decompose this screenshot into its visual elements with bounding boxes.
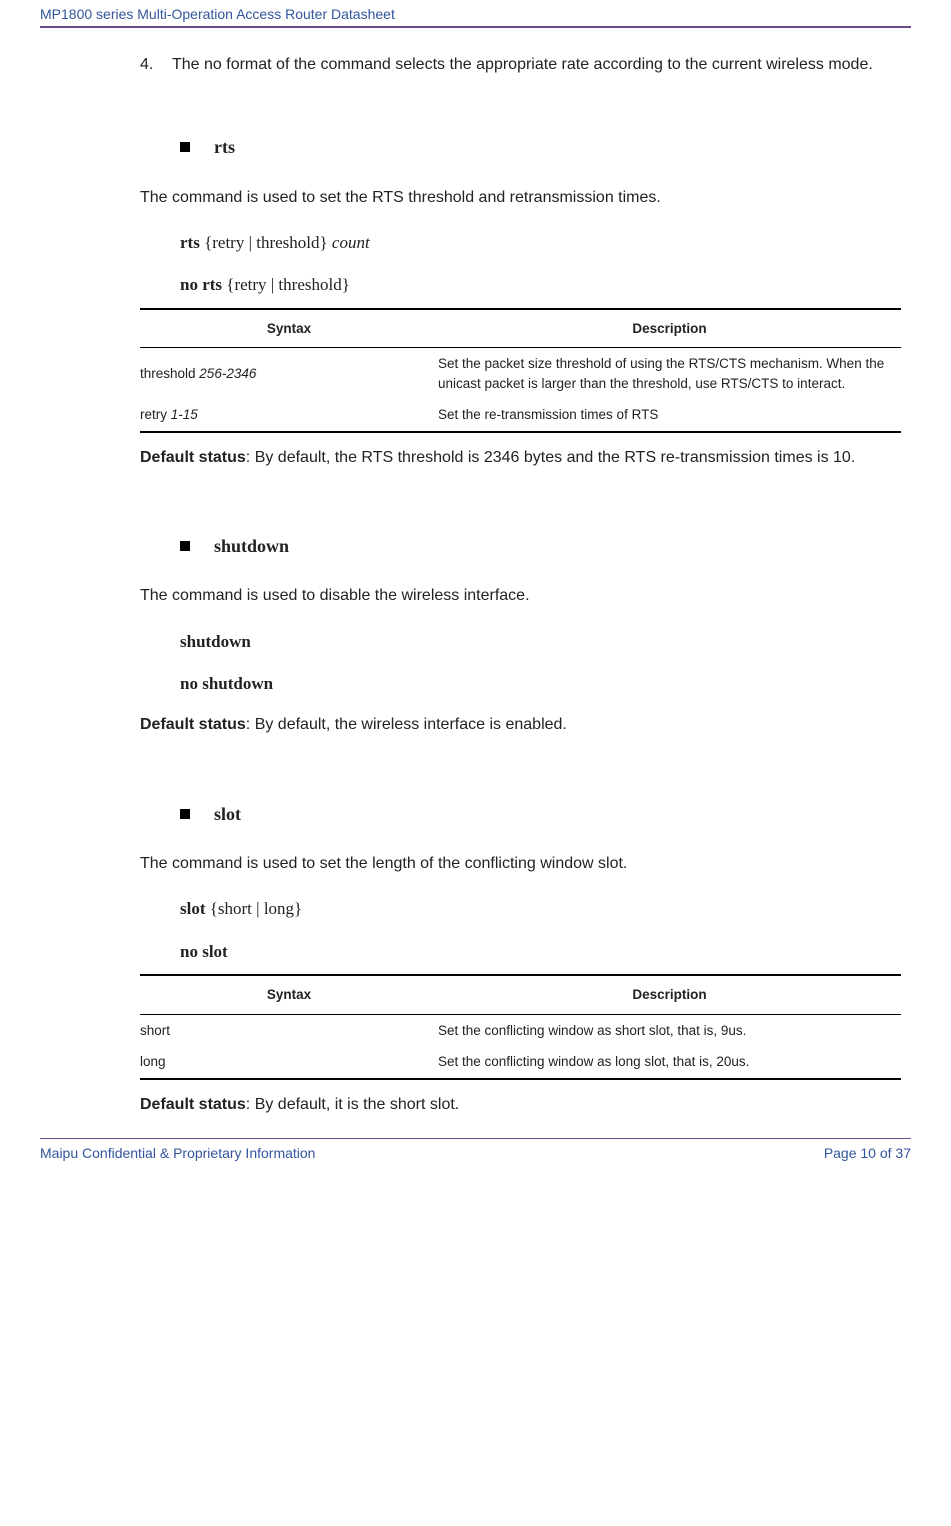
default-text: : By default, the RTS threshold is 2346 … <box>246 449 855 466</box>
default-label: Default status <box>140 449 246 466</box>
cmd-rest: {retry | threshold} <box>222 275 350 294</box>
cmd-bold: no slot <box>180 942 228 961</box>
section-heading-slot: slot <box>180 797 901 831</box>
slot-syntax-table: Syntax Description short Set the conflic… <box>140 974 901 1080</box>
cell-ital: 1-15 <box>171 407 198 422</box>
cell-desc: Set the packet size threshold of using t… <box>438 348 901 400</box>
cmd-rest: {short | long} <box>206 899 303 918</box>
cmd-bold: no shutdown <box>180 674 273 693</box>
cmd-bold: no rts <box>180 275 222 294</box>
table-row: long Set the conflicting window as long … <box>140 1046 901 1079</box>
cmd-bold: rts <box>180 233 200 252</box>
footer-right: Page 10 of 37 <box>824 1145 911 1161</box>
cmd-ital: count <box>332 233 370 252</box>
header-rule <box>40 26 911 28</box>
heading-label: rts <box>214 130 235 164</box>
shutdown-intro: The command is used to disable the wirel… <box>140 581 901 611</box>
default-label: Default status <box>140 716 246 733</box>
table-row: retry 1-15 Set the re-transmission times… <box>140 399 901 432</box>
cell-desc: Set the conflicting window as long slot,… <box>438 1046 901 1079</box>
rts-cmd1: rts {retry | threshold} count <box>180 227 901 259</box>
cell-syntax: long <box>140 1046 438 1079</box>
rts-cmd2: no rts {retry | threshold} <box>180 269 901 301</box>
cell-desc: Set the conflicting window as short slot… <box>438 1014 901 1046</box>
cmd-rest: {retry | threshold} <box>200 233 332 252</box>
cell-syntax: threshold 256-2346 <box>140 348 438 400</box>
shutdown-default-status: Default status: By default, the wireless… <box>140 710 901 740</box>
slot-default-status: Default status: By default, it is the sh… <box>140 1090 901 1120</box>
bullet-square-icon <box>180 142 190 152</box>
table-row: threshold 256-2346 Set the packet size t… <box>140 348 901 400</box>
rts-intro: The command is used to set the RTS thres… <box>140 183 901 213</box>
slot-intro: The command is used to set the length of… <box>140 849 901 879</box>
section-heading-rts: rts <box>180 130 901 164</box>
bullet-square-icon <box>180 541 190 551</box>
th-description: Description <box>438 309 901 348</box>
doc-footer: Maipu Confidential & Proprietary Informa… <box>40 1139 911 1171</box>
doc-header: MP1800 series Multi-Operation Access Rou… <box>40 0 911 26</box>
cmd-bold: slot <box>180 899 206 918</box>
rts-syntax-table: Syntax Description threshold 256-2346 Se… <box>140 308 901 433</box>
th-syntax: Syntax <box>140 975 438 1014</box>
slot-cmd1: slot {short | long} <box>180 893 901 925</box>
default-text: : By default, it is the short slot. <box>246 1096 459 1113</box>
cell-desc: Set the re-transmission times of RTS <box>438 399 901 432</box>
th-description: Description <box>438 975 901 1014</box>
default-text: : By default, the wireless interface is … <box>246 716 567 733</box>
slot-cmd2: no slot <box>180 936 901 968</box>
shutdown-cmd2: no shutdown <box>180 668 901 700</box>
cell-syntax: short <box>140 1014 438 1046</box>
cmd-bold: shutdown <box>180 632 251 651</box>
section-heading-shutdown: shutdown <box>180 529 901 563</box>
bullet-square-icon <box>180 809 190 819</box>
default-label: Default status <box>140 1096 246 1113</box>
cell-text: retry <box>140 407 171 422</box>
cell-text: threshold <box>140 366 199 381</box>
rts-default-status: Default status: By default, the RTS thre… <box>140 443 901 473</box>
list-num: 4. <box>140 50 172 80</box>
heading-label: slot <box>214 797 241 831</box>
table-row: short Set the conflicting window as shor… <box>140 1014 901 1046</box>
cell-ital: 256-2346 <box>199 366 256 381</box>
list-text: The no format of the command selects the… <box>172 50 901 80</box>
shutdown-cmd1: shutdown <box>180 626 901 658</box>
heading-label: shutdown <box>214 529 289 563</box>
th-syntax: Syntax <box>140 309 438 348</box>
list-item-4: 4. The no format of the command selects … <box>140 50 901 80</box>
footer-left: Maipu Confidential & Proprietary Informa… <box>40 1145 315 1161</box>
cell-syntax: retry 1-15 <box>140 399 438 432</box>
